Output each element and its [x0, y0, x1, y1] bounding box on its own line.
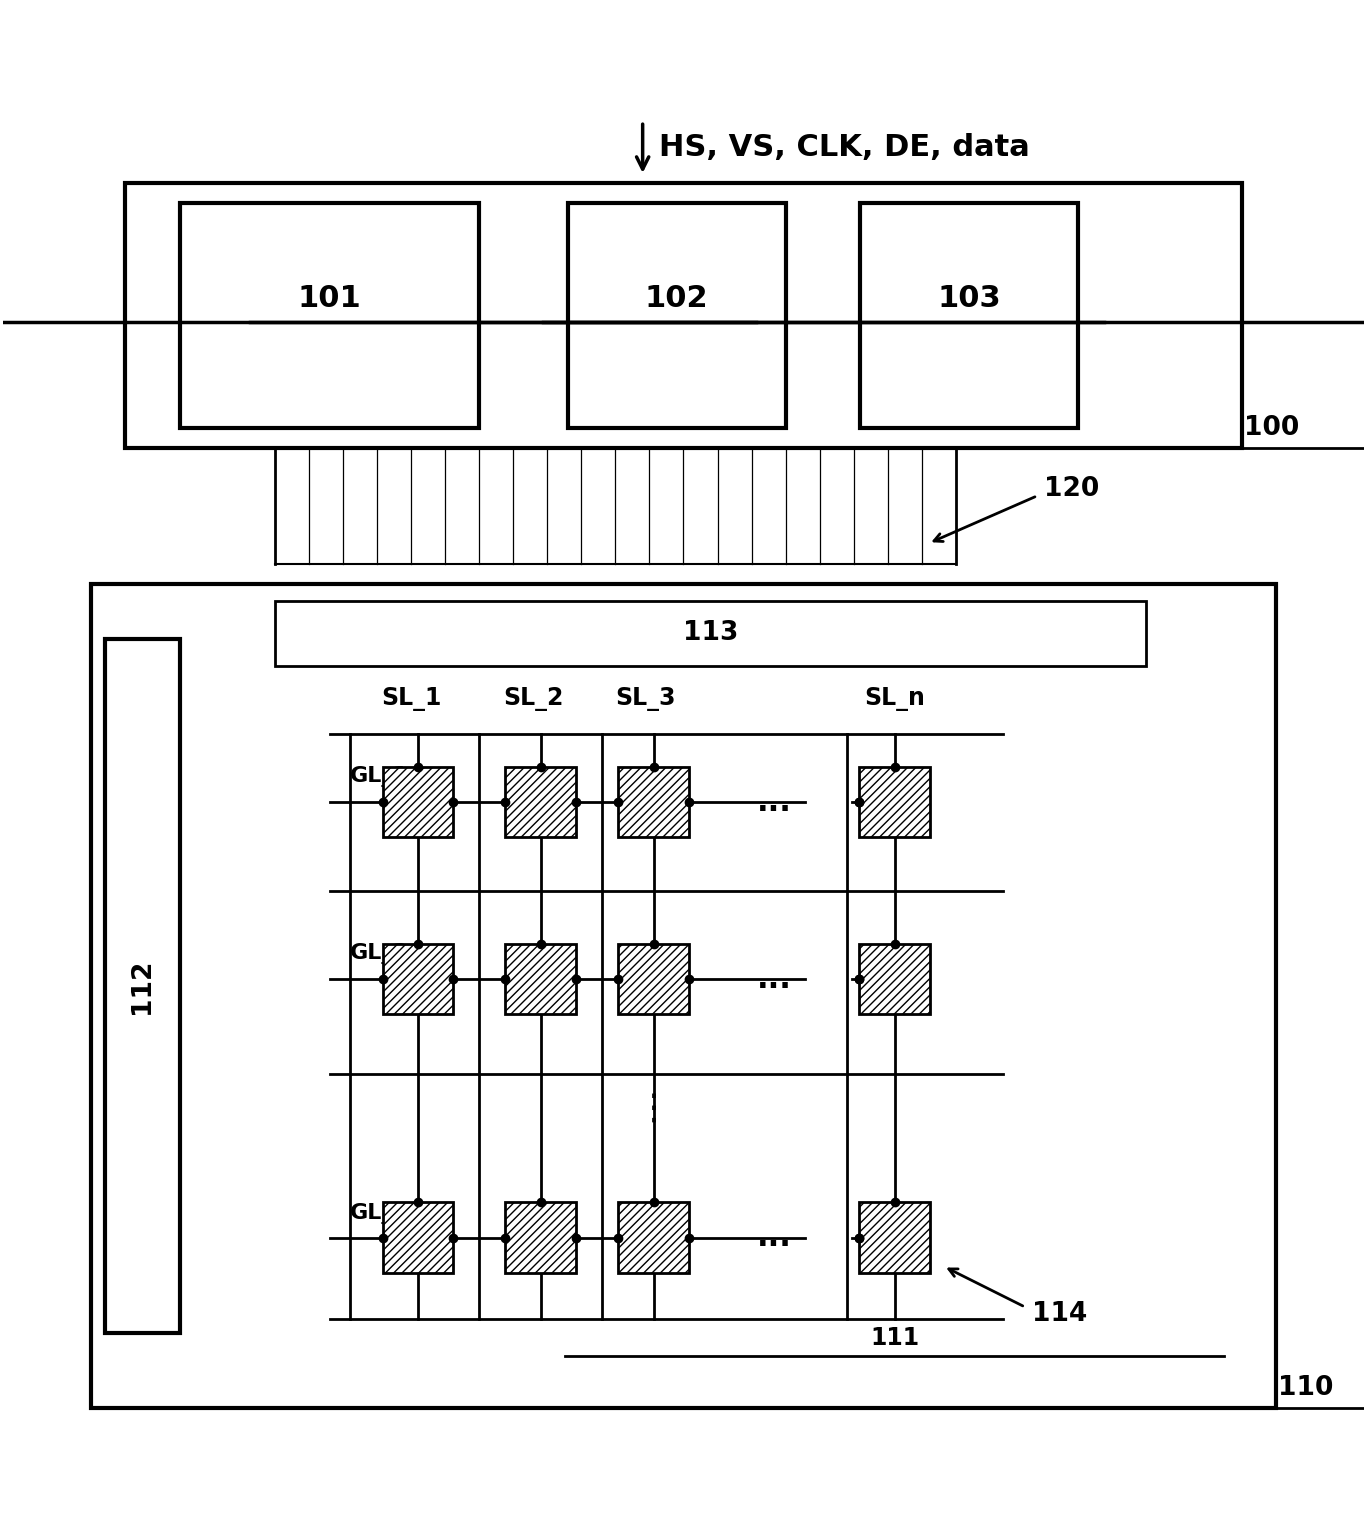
Bar: [383, 943, 454, 1014]
Bar: [506, 766, 576, 837]
Bar: [126, 183, 1241, 449]
Bar: [506, 943, 576, 1014]
Text: SL_2: SL_2: [503, 687, 565, 711]
Text: 110: 110: [1278, 1375, 1334, 1401]
Bar: [860, 203, 1079, 427]
Bar: [105, 639, 180, 1333]
Bar: [506, 1203, 576, 1273]
Bar: [858, 766, 930, 837]
Text: 102: 102: [645, 284, 708, 313]
Bar: [506, 1203, 576, 1273]
Bar: [618, 943, 689, 1014]
Text: SL_n: SL_n: [864, 687, 925, 711]
Text: ⋮: ⋮: [636, 1092, 671, 1126]
Bar: [618, 1203, 689, 1273]
Bar: [567, 203, 786, 427]
Bar: [618, 1203, 689, 1273]
Text: 103: 103: [938, 284, 1001, 313]
Text: 114: 114: [1032, 1301, 1087, 1327]
Text: 100: 100: [1244, 415, 1300, 441]
Bar: [275, 601, 1147, 667]
Bar: [618, 766, 689, 837]
Bar: [506, 766, 576, 837]
Bar: [180, 203, 480, 427]
Text: SL_3: SL_3: [615, 687, 675, 711]
Text: GL_m: GL_m: [350, 1203, 417, 1224]
Bar: [383, 766, 454, 837]
Bar: [858, 943, 930, 1014]
Bar: [383, 1203, 454, 1273]
Text: SL_1: SL_1: [381, 687, 442, 711]
Text: GL_2: GL_2: [350, 943, 409, 963]
Text: ...: ...: [756, 1223, 791, 1252]
Bar: [618, 943, 689, 1014]
Text: 120: 120: [1044, 476, 1099, 502]
Text: ...: ...: [756, 965, 791, 994]
Text: 112: 112: [130, 958, 156, 1014]
Text: ...: ...: [756, 788, 791, 817]
Text: 113: 113: [684, 621, 738, 647]
Bar: [506, 943, 576, 1014]
Bar: [618, 766, 689, 837]
Bar: [858, 943, 930, 1014]
Bar: [383, 1203, 454, 1273]
Text: GL_1: GL_1: [350, 765, 409, 786]
Bar: [92, 584, 1275, 1409]
Bar: [383, 766, 454, 837]
Bar: [858, 1203, 930, 1273]
Bar: [858, 766, 930, 837]
Text: HS, VS, CLK, DE, data: HS, VS, CLK, DE, data: [659, 132, 1029, 161]
Text: 101: 101: [298, 284, 361, 313]
Text: 111: 111: [869, 1326, 919, 1350]
Bar: [383, 943, 454, 1014]
Bar: [858, 1203, 930, 1273]
